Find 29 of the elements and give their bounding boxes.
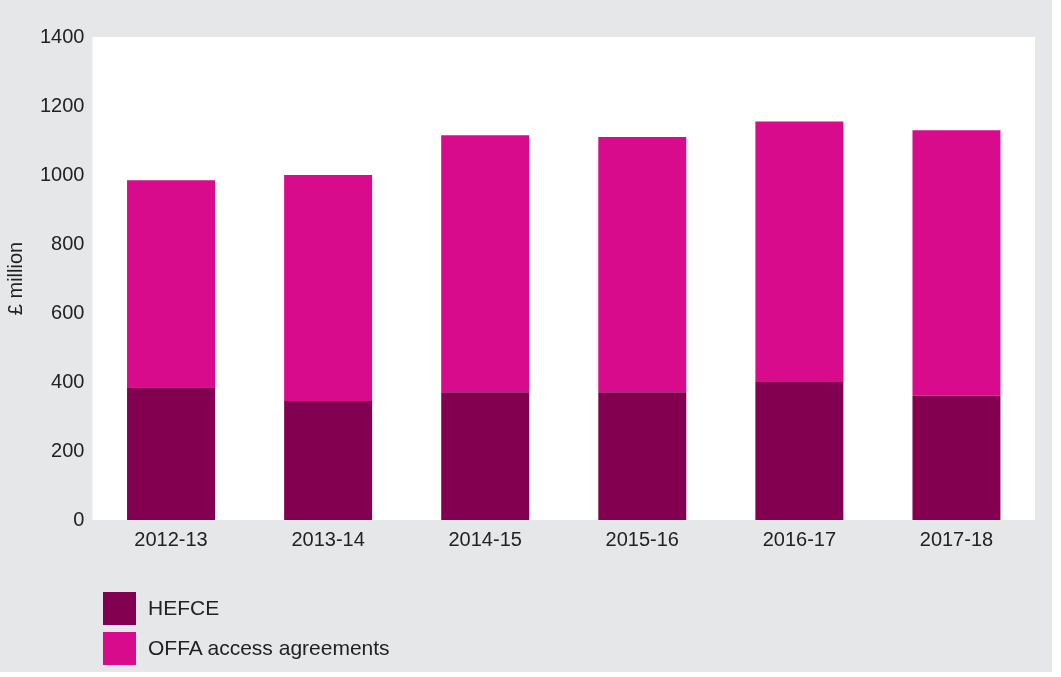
y-tick-label: 0 — [73, 507, 85, 530]
y-tick-label: 1200 — [39, 93, 85, 116]
bar — [598, 392, 687, 520]
x-tick-label: 2012-13 — [134, 527, 208, 550]
bar — [912, 395, 1001, 520]
y-tick-label: 600 — [51, 300, 85, 323]
y-axis-title: £ million — [3, 241, 26, 316]
y-tick-label: 400 — [51, 369, 85, 392]
bar — [755, 121, 844, 382]
x-tick-label: 2015-16 — [605, 527, 679, 550]
x-tick-label: 2013-14 — [291, 527, 365, 550]
bar — [284, 400, 373, 520]
y-tick-label: 200 — [51, 438, 85, 461]
legend-label: HEFCE — [148, 596, 220, 620]
bar — [912, 130, 1001, 396]
x-tick-label: 2017-18 — [919, 527, 994, 550]
y-tick-label: 800 — [51, 231, 85, 254]
x-tick-label: 2016-17 — [762, 527, 837, 550]
bar — [441, 392, 530, 520]
bar — [127, 180, 216, 388]
bar — [127, 387, 216, 520]
y-tick-label: 1000 — [39, 162, 85, 185]
y-tick-label: 1400 — [39, 24, 85, 47]
bar — [598, 137, 687, 393]
legend-label: OFFA access agreements — [148, 636, 390, 660]
bar — [441, 135, 530, 393]
bar — [284, 175, 373, 401]
x-tick-label: 2014-15 — [448, 527, 522, 550]
bar — [755, 382, 844, 520]
